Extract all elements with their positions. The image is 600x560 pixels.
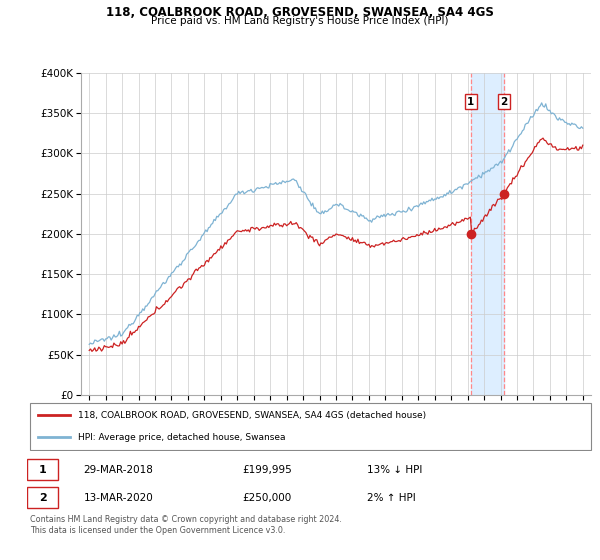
Text: 13-MAR-2020: 13-MAR-2020 [84, 493, 154, 502]
Text: Price paid vs. HM Land Registry's House Price Index (HPI): Price paid vs. HM Land Registry's House … [151, 16, 449, 26]
Text: 2% ↑ HPI: 2% ↑ HPI [367, 493, 416, 502]
FancyBboxPatch shape [30, 403, 591, 450]
Text: 118, COALBROOK ROAD, GROVESEND, SWANSEA, SA4 4GS (detached house): 118, COALBROOK ROAD, GROVESEND, SWANSEA,… [78, 411, 426, 420]
Text: 2: 2 [500, 97, 508, 107]
Text: £250,000: £250,000 [242, 493, 292, 502]
Text: Contains HM Land Registry data © Crown copyright and database right 2024.
This d: Contains HM Land Registry data © Crown c… [30, 515, 342, 535]
Text: 2: 2 [39, 493, 47, 502]
Bar [471, 73, 504, 395]
Text: 1: 1 [39, 465, 47, 474]
Text: HPI: Average price, detached house, Swansea: HPI: Average price, detached house, Swan… [78, 432, 286, 441]
Text: 118, COALBROOK ROAD, GROVESEND, SWANSEA, SA4 4GS: 118, COALBROOK ROAD, GROVESEND, SWANSEA,… [106, 6, 494, 18]
Text: 13% ↓ HPI: 13% ↓ HPI [367, 465, 422, 474]
Text: 1: 1 [467, 97, 475, 107]
FancyBboxPatch shape [27, 459, 58, 480]
FancyBboxPatch shape [27, 487, 58, 508]
Text: £199,995: £199,995 [242, 465, 292, 474]
Text: 29-MAR-2018: 29-MAR-2018 [84, 465, 154, 474]
